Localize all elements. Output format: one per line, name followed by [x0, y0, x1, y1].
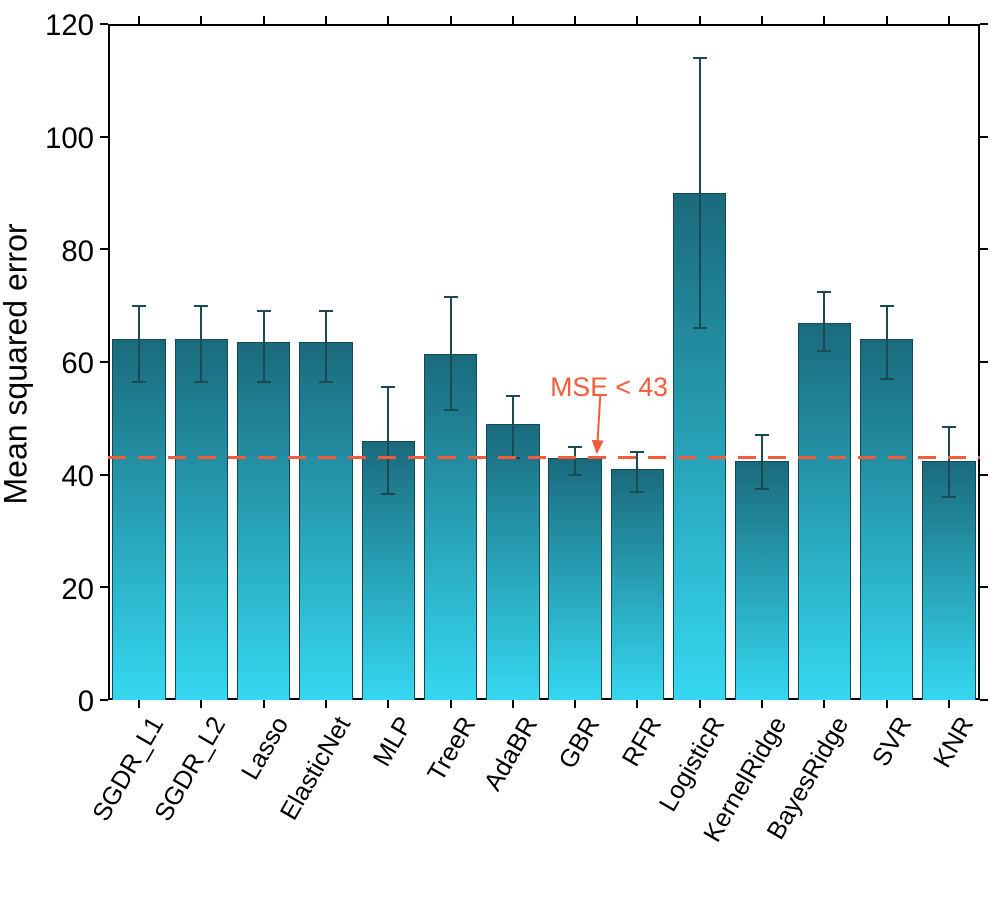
mse-bar-chart: Mean squared error 020406080100120 SGDR_…: [0, 0, 1000, 853]
annotation-arrow: [0, 0, 1000, 853]
